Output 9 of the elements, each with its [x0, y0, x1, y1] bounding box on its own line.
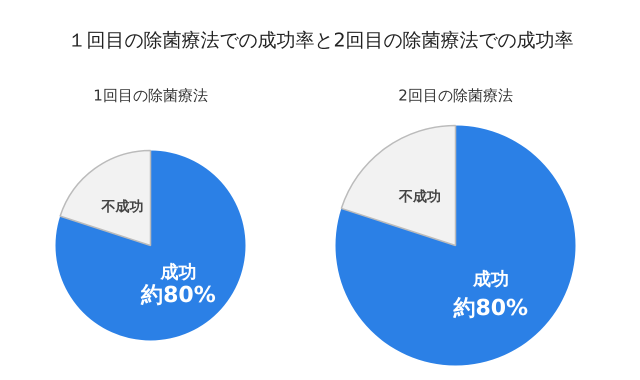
slice-label: 成功	[472, 269, 509, 290]
slice-label: 不成功	[100, 199, 144, 216]
chart-subtitle: 1回目の除菌療法	[93, 86, 208, 104]
text: １回目の除菌療法での成功率と2回目の除菌療法での成功率	[67, 30, 574, 52]
data-label: 約80%	[140, 282, 216, 308]
data-label: 約80%	[452, 296, 528, 321]
chart-subtitle: 2回目の除菌療法	[398, 86, 513, 104]
slice-label: 不成功	[398, 188, 442, 205]
slice-label: 成功	[159, 262, 196, 284]
